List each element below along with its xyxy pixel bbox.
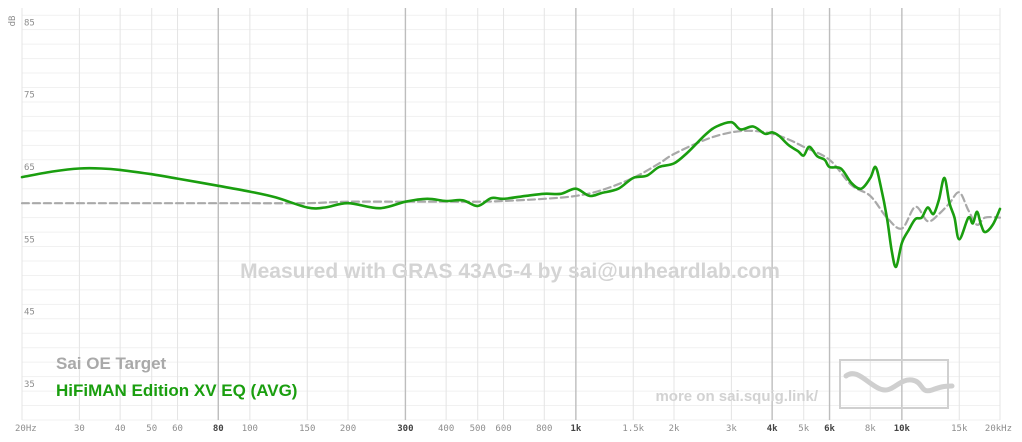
x-tick-label: 40: [115, 424, 126, 434]
x-axis-ticks: 20Hz 30 40 50 60 80 100 150 200 300 400 500 600 800 1k…: [15, 424, 1012, 434]
x-tick-label: 10k: [894, 424, 911, 434]
logo-squiggle-icon: [843, 371, 955, 394]
x-tick-label: 50: [146, 424, 157, 434]
y-tick-label: 65: [24, 163, 35, 173]
x-tick-label: 200: [340, 424, 356, 434]
x-tick-label: 30: [74, 424, 85, 434]
y-axis-label: dB: [8, 16, 18, 27]
x-tick-label: 500: [470, 424, 486, 434]
y-tick-label: 55: [24, 235, 35, 245]
x-tick-label: 300: [397, 424, 413, 434]
x-tick-label: 600: [495, 424, 511, 434]
x-tick-label: 6k: [824, 424, 835, 434]
x-tick-label: 800: [536, 424, 552, 434]
x-tick-label: 20Hz: [15, 424, 37, 434]
x-tick-label: 1.5k: [622, 424, 644, 434]
y-tick-label: 85: [24, 18, 35, 28]
x-tick-label: 2k: [669, 424, 680, 434]
series-lines: [20, 120, 1002, 269]
squiglink-logo[interactable]: [839, 359, 955, 409]
legend-entry-headphone[interactable]: HiFiMAN Edition XV EQ (AVG): [56, 381, 297, 400]
x-tick-label: 4k: [767, 424, 778, 434]
x-tick-label: 20kHz: [985, 424, 1012, 434]
x-tick-label: 150: [299, 424, 315, 434]
y-tick-label: 45: [24, 308, 35, 318]
x-tick-label: 400: [438, 424, 454, 434]
y-tick-label: 75: [24, 91, 35, 101]
x-tick-label: 15k: [951, 424, 968, 434]
y-tick-label: 35: [24, 380, 35, 390]
x-tick-label: 5k: [798, 424, 809, 434]
x-tick-label: 80: [213, 424, 224, 434]
x-tick-label: 3k: [726, 424, 737, 434]
grid: [21, 8, 1001, 421]
series-line-target: [20, 129, 1002, 230]
x-tick-label: 1k: [570, 424, 581, 434]
series-line-headphone: [20, 120, 1002, 269]
y-axis-ticks: 85 75 65 55 45 35: [24, 18, 35, 389]
x-tick-label: 100: [242, 424, 258, 434]
more-link[interactable]: more on sai.squig.link/: [655, 388, 818, 405]
watermark-text: Measured with GRAS 43AG-4 by sai@unheard…: [240, 260, 780, 283]
x-tick-label: 8k: [865, 424, 876, 434]
legend-entry-target[interactable]: Sai OE Target: [56, 354, 167, 373]
x-tick-label: 60: [172, 424, 183, 434]
